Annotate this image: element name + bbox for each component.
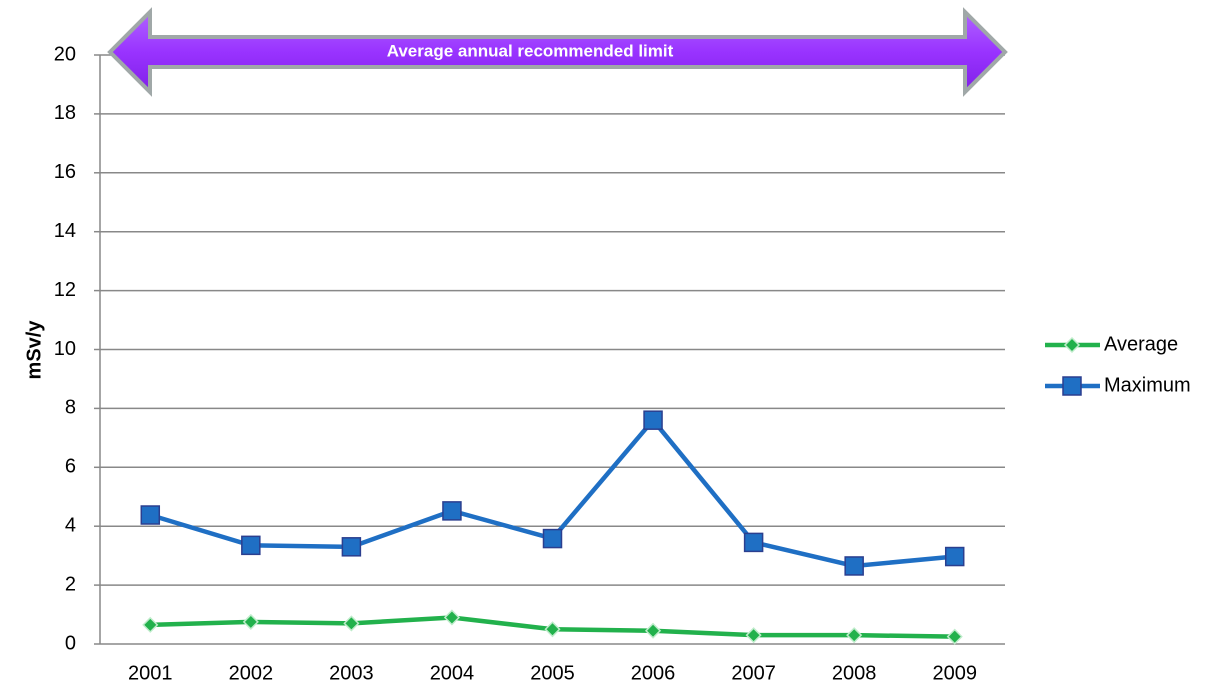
marker	[542, 528, 563, 549]
limit-arrow	[107, 7, 1008, 97]
y-tick-label: 0	[65, 632, 76, 654]
marker	[442, 501, 462, 521]
marker	[644, 622, 662, 639]
marker	[242, 613, 259, 630]
marker	[443, 609, 461, 626]
y-tick-label: 16	[54, 161, 76, 183]
y-axis-label: mSv/y	[23, 320, 45, 380]
y-tick-label: 10	[54, 338, 76, 360]
grid	[100, 54, 1005, 645]
x-tick-label: 2002	[229, 662, 274, 684]
legend: Average Maximum	[1045, 333, 1191, 396]
y-tick-label: 12	[54, 279, 76, 301]
y-tick-label: 18	[54, 102, 76, 124]
marker	[643, 410, 663, 430]
marker	[944, 546, 965, 567]
y-tick-label: 20	[54, 43, 76, 65]
marker	[140, 505, 161, 525]
legend-label: Maximum	[1104, 374, 1191, 396]
x-tick-label: 2001	[128, 662, 173, 684]
x-tick-label: 2005	[530, 662, 575, 684]
y-tick-label: 14	[54, 220, 76, 242]
marker	[846, 627, 863, 644]
marker	[1062, 376, 1082, 396]
marker	[844, 556, 864, 576]
marker	[341, 537, 362, 557]
marker	[544, 621, 561, 638]
plot	[140, 410, 965, 645]
marker	[743, 532, 764, 553]
y-tick-label: 4	[65, 514, 76, 536]
y-tick-label: 6	[65, 456, 76, 478]
x-tick-label: 2009	[932, 662, 977, 684]
x-tick-label: 2003	[329, 662, 374, 684]
y-tick-label: 8	[65, 397, 76, 419]
x-tick-label: 2004	[430, 662, 475, 684]
marker	[946, 628, 963, 645]
marker	[745, 627, 762, 644]
marker	[343, 615, 360, 632]
annotation: Average annual recommended limit	[387, 41, 674, 60]
x-tick-label: 2006	[631, 662, 676, 684]
marker	[241, 535, 261, 556]
legend-label: Average	[1104, 333, 1178, 355]
y-tick-label: 2	[65, 573, 76, 595]
marker	[142, 616, 159, 633]
x-tick-label: 2007	[731, 662, 776, 684]
x-tick-label: 2008	[832, 662, 877, 684]
marker	[1063, 336, 1081, 354]
